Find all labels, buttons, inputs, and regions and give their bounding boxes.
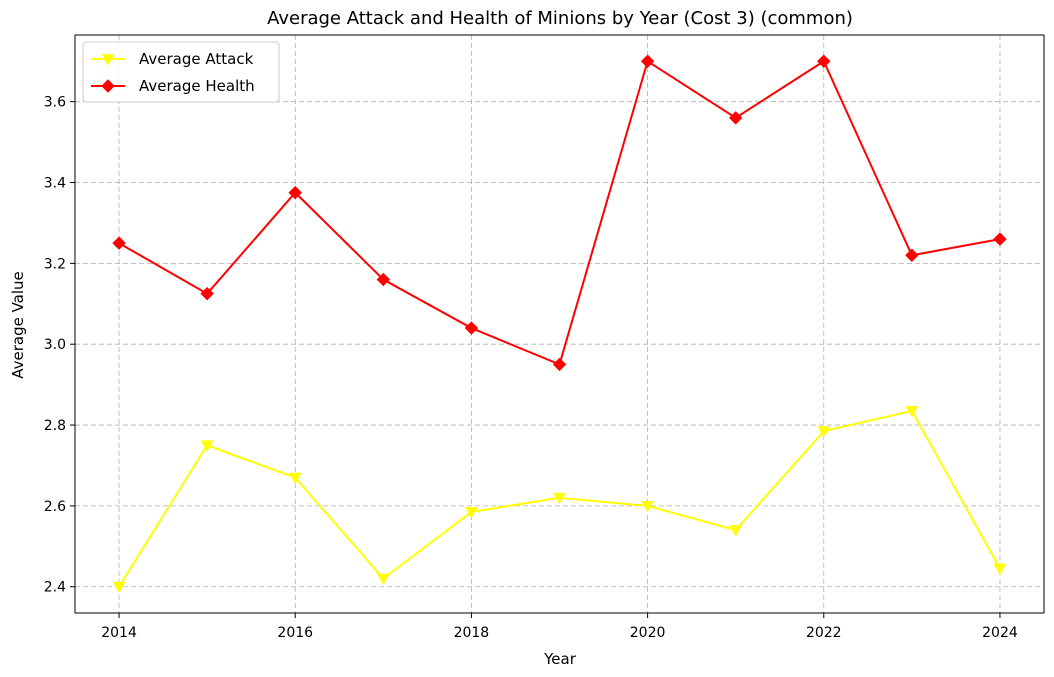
legend-marker bbox=[101, 54, 115, 66]
data-point bbox=[905, 406, 919, 418]
data-point bbox=[464, 321, 479, 335]
series-average-health bbox=[112, 54, 1007, 372]
data-point bbox=[112, 236, 126, 250]
x-tick-label: 2024 bbox=[982, 625, 1018, 641]
data-point bbox=[112, 581, 126, 594]
data-point bbox=[641, 500, 654, 513]
legend-label: Average Health bbox=[139, 77, 255, 95]
legend-item: Average Attack bbox=[91, 50, 254, 68]
x-axis-label: Year bbox=[543, 650, 577, 668]
x-tick-label: 2014 bbox=[101, 625, 137, 641]
chart-title: Average Attack and Health of Minions by … bbox=[267, 8, 853, 29]
y-tick-label: 3.4 bbox=[44, 176, 66, 192]
data-point bbox=[905, 248, 919, 262]
legend-item: Average Health bbox=[91, 77, 255, 95]
ticks: 2014 2016 2018 2020 2022 2024 2.4 2.6 2.8 3.0 3.2 3… bbox=[44, 95, 1018, 641]
legend-label: Average Attack bbox=[139, 50, 254, 68]
y-tick-label: 2.4 bbox=[44, 580, 66, 596]
x-tick-label: 2020 bbox=[630, 625, 666, 641]
data-point bbox=[376, 272, 391, 287]
data-point bbox=[288, 185, 302, 200]
legend: Average Attack Average Health bbox=[82, 41, 280, 103]
y-tick-label: 3.0 bbox=[44, 337, 66, 353]
data-point bbox=[465, 507, 478, 519]
data-point bbox=[553, 492, 566, 505]
data-point bbox=[728, 111, 743, 125]
y-tick-label: 2.6 bbox=[44, 499, 66, 515]
data-point bbox=[200, 286, 214, 301]
plot-frame bbox=[74, 34, 1045, 614]
data-point bbox=[640, 54, 655, 68]
series-average-attack bbox=[112, 406, 1007, 594]
data-point bbox=[729, 525, 743, 537]
y-axis-label: Average Value bbox=[9, 271, 27, 379]
legend-box bbox=[82, 41, 280, 103]
y-tick-label: 2.8 bbox=[44, 418, 66, 434]
series-layer bbox=[112, 54, 1007, 594]
data-point bbox=[993, 563, 1007, 576]
data-point bbox=[817, 426, 831, 438]
y-tick-label: 3.2 bbox=[44, 256, 66, 272]
x-tick-label: 2022 bbox=[806, 625, 842, 641]
y-tick-label: 3.6 bbox=[44, 95, 66, 111]
legend-marker bbox=[101, 79, 115, 93]
x-tick-label: 2018 bbox=[454, 625, 490, 641]
data-point bbox=[376, 573, 390, 586]
data-point bbox=[200, 440, 214, 452]
data-point bbox=[288, 472, 302, 485]
data-point bbox=[817, 54, 831, 68]
data-point bbox=[552, 357, 567, 372]
x-tick-label: 2016 bbox=[277, 625, 313, 641]
data-point bbox=[993, 232, 1007, 246]
